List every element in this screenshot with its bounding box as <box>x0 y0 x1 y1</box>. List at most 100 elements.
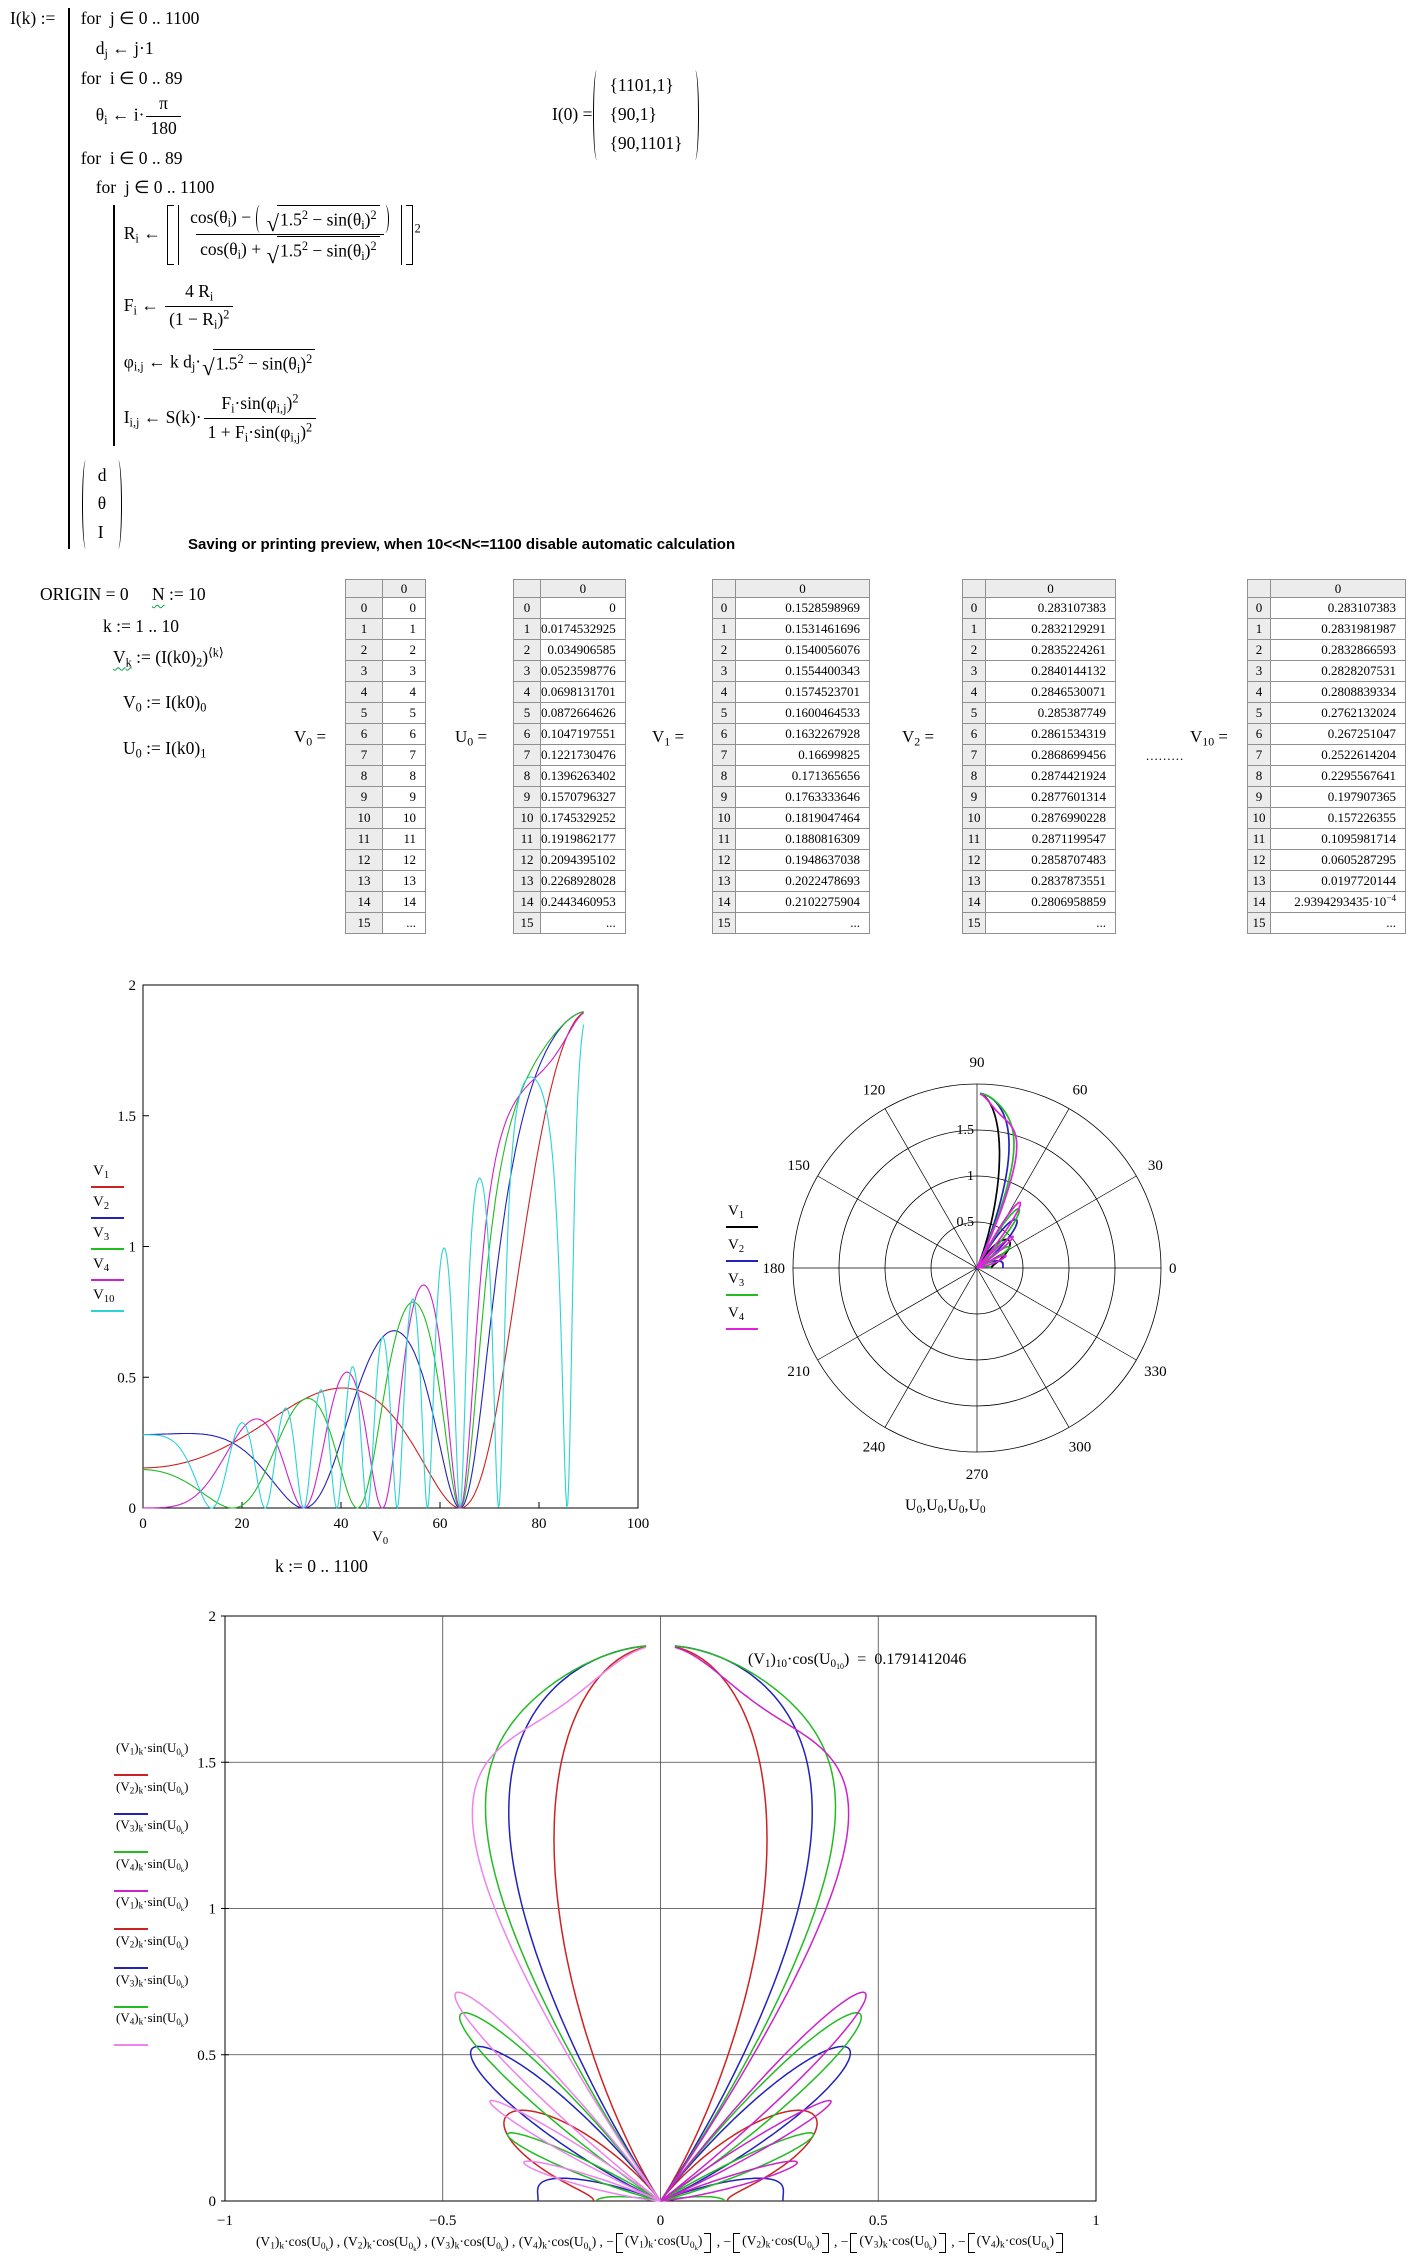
table-header-row: 0 <box>1247 579 1406 598</box>
polar-angle-label: 180 <box>763 1261 786 1277</box>
table-row: 4 0.2846530071 <box>962 681 1116 703</box>
polar-legend-line <box>726 1226 758 1228</box>
xy-legend-label: V4 <box>93 1256 110 1274</box>
table-row: 13 0.2268928028 <box>513 870 626 892</box>
lobes-legend-label: (V3)k·sin(U0k) <box>116 1971 189 1990</box>
table-label-v0: V0 = <box>294 727 327 749</box>
table-label-v2: V2 = <box>902 727 935 749</box>
table-row: 10 0.2876990228 <box>962 807 1116 829</box>
polar-angle-label: 150 <box>787 1158 810 1174</box>
y-tick-label: 2 <box>209 1609 217 1625</box>
xy-legend-label: V3 <box>93 1225 110 1243</box>
program-body: for j ∈ 0 .. 1100 dj ← j·1 for i ∈ 0 .. 89… <box>67 8 421 550</box>
x-tick-label: −1 <box>217 2213 233 2229</box>
program-line: Fi ← 4 Ri (1 − Ri)2 <box>124 281 236 333</box>
table-row: 8 0.2874421924 <box>962 765 1116 787</box>
table-row: 0 0.283107383 <box>1247 597 1406 619</box>
result-table-v2[interactable]: 0 0 0.283107383 1 0.2832129291 2 0.2835224261 3… <box>962 579 1116 934</box>
polar-legend-label: V4 <box>728 1305 745 1323</box>
lobes-series-7 <box>458 1645 662 2202</box>
x-tick-label: 80 <box>532 1516 547 1532</box>
program-line: Ri ← cos(θi) − √ 1.52 − sin(θi)2 cos(θi) +… <box>124 204 421 267</box>
table-label-v10: V10 = <box>1190 727 1229 749</box>
program-region[interactable]: I(k) := for j ∈ 0 .. 1100 dj ← j·1 for i ∈… <box>10 8 421 550</box>
table-row: 2 0.034906585 <box>513 639 626 661</box>
lobes-series-5 <box>503 1646 662 2202</box>
table-row: 11 0.1880816309 <box>712 828 870 850</box>
y-tick-label: 1.5 <box>117 1109 136 1125</box>
table-row: 14 0.2102275904 <box>712 891 870 913</box>
y-tick-label: 1 <box>209 1902 217 1918</box>
table-row: 3 0.2840144132 <box>962 660 1116 682</box>
lobes-legend-label: (V2)k·sin(U0k) <box>116 1778 189 1797</box>
result-table-v0[interactable]: 0 0 0 1 1 2 2 3 3 4 4 5 5 6 6 7 7 8 8 9 9 10 10 11 11 12 12 13 13 14 1… <box>345 579 426 934</box>
x-tick-label: 100 <box>627 1516 650 1532</box>
xy-legend-line <box>91 1217 124 1219</box>
result-table-u0[interactable]: 0 0 0 1 0.0174532925 2 0.034906585 3 0.052359877… <box>513 579 626 934</box>
table-row: 5 0.285387749 <box>962 702 1116 724</box>
polar-angle-label: 120 <box>863 1083 886 1099</box>
table-row: 15... <box>345 912 426 934</box>
k-definition[interactable]: k := 1 .. 10 <box>103 616 179 636</box>
table-row: 4 0.0698131701 <box>513 681 626 703</box>
table-row: 7 0.1221730476 <box>513 744 626 766</box>
polar-chart[interactable]: 0 30 60 90 120 150 180 210 240 270 300 330 0.5 1 1.5 <box>763 1055 1177 1483</box>
program-lhs: I(k) := <box>10 8 60 28</box>
table-row: 13 0.0197720144 <box>1247 870 1406 892</box>
polar-legend-label: V2 <box>728 1237 745 1255</box>
polar-angle-label: 90 <box>970 1055 985 1071</box>
v0-definition[interactable]: V0 := I(k0)0 <box>123 692 207 715</box>
table-row: 5 0.0872664626 <box>513 702 626 724</box>
polar-angle-label: 210 <box>787 1364 810 1380</box>
table-row: 3 0.1554400343 <box>712 660 870 682</box>
table-row: 6 0.1632267928 <box>712 723 870 745</box>
table-row: 3 0.0523598776 <box>513 660 626 682</box>
table-row: 9 0.1570796327 <box>513 786 626 808</box>
table-row: 11 0.1919862177 <box>513 828 626 850</box>
table-row: 15... <box>962 912 1116 934</box>
table-row: 0 0.283107383 <box>962 597 1116 619</box>
xy-xlabel: V0 <box>372 1529 389 1547</box>
i0-result-region[interactable]: I(0) = {1101,1} {90,1} {90,1101} <box>552 70 700 160</box>
table-header-row: 0 <box>712 579 870 598</box>
origin-definition[interactable]: ORIGIN = 0 <box>40 584 129 604</box>
table-header-row: 0 <box>513 579 626 598</box>
vk-definition[interactable]: Vk := (I(k0)2)⟨k⟩ <box>113 645 224 670</box>
lobes-series-3 <box>659 1645 863 2202</box>
u0-definition[interactable]: U0 := I(k0)1 <box>123 738 207 761</box>
result-table-v10[interactable]: 0 0 0.283107383 1 0.2831981987 2 0.2832866593 3… <box>1247 579 1406 934</box>
x-tick-label: 0.5 <box>869 2213 888 2229</box>
lobes-legend-line <box>114 1812 148 1815</box>
program-line: φi,j ← k dj· √ 1.52 − sin(θi)2 <box>124 349 316 379</box>
x-tick-label: 0 <box>657 2213 665 2229</box>
table-row: 1 0.2831981987 <box>1247 618 1406 640</box>
table-row: 7 0.2868699456 <box>962 744 1116 766</box>
table-row: 11 11 <box>345 828 426 850</box>
x-tick-label: 40 <box>334 1516 349 1532</box>
result-table-v1[interactable]: 0 0 0.1528598969 1 0.1531461696 2 0.1540056076… <box>712 579 870 934</box>
table-row: 2 0.2835224261 <box>962 639 1116 661</box>
n-definition[interactable]: N := 10 <box>152 584 206 604</box>
lobes-series-6 <box>469 1645 662 2202</box>
polar-series-V1 <box>976 1092 1011 1269</box>
polar-caption: U0,U0,U0,U0 <box>905 1497 986 1517</box>
x-tick-label: −0.5 <box>429 2213 456 2229</box>
polar-legend-line <box>726 1294 758 1296</box>
polar-series-V4 <box>976 1093 1022 1269</box>
trace-value-annotation[interactable]: (V1)10·cos(U010) = 0.1791412046 <box>748 1651 967 1672</box>
lobes-chart[interactable]: −1 −0.5 0 0.5 1 0 0.5 1 1.5 2 <box>197 1609 1100 2229</box>
table-row: 6 0.2861534319 <box>962 723 1116 745</box>
xy-chart[interactable]: 0 20 40 60 80 100 0 0.5 1 1.5 2 <box>117 978 649 1532</box>
xy-series-V10 <box>143 1024 585 1510</box>
x-tick-label: 1 <box>1092 2213 1100 2229</box>
table-row: 15... <box>712 912 870 934</box>
k-range-definition[interactable]: k := 0 .. 1100 <box>275 1556 368 1576</box>
table-row: 2 0.1540056076 <box>712 639 870 661</box>
lobes-series-2 <box>659 1645 852 2202</box>
program-line: θi ← i· π 180 <box>96 93 183 140</box>
